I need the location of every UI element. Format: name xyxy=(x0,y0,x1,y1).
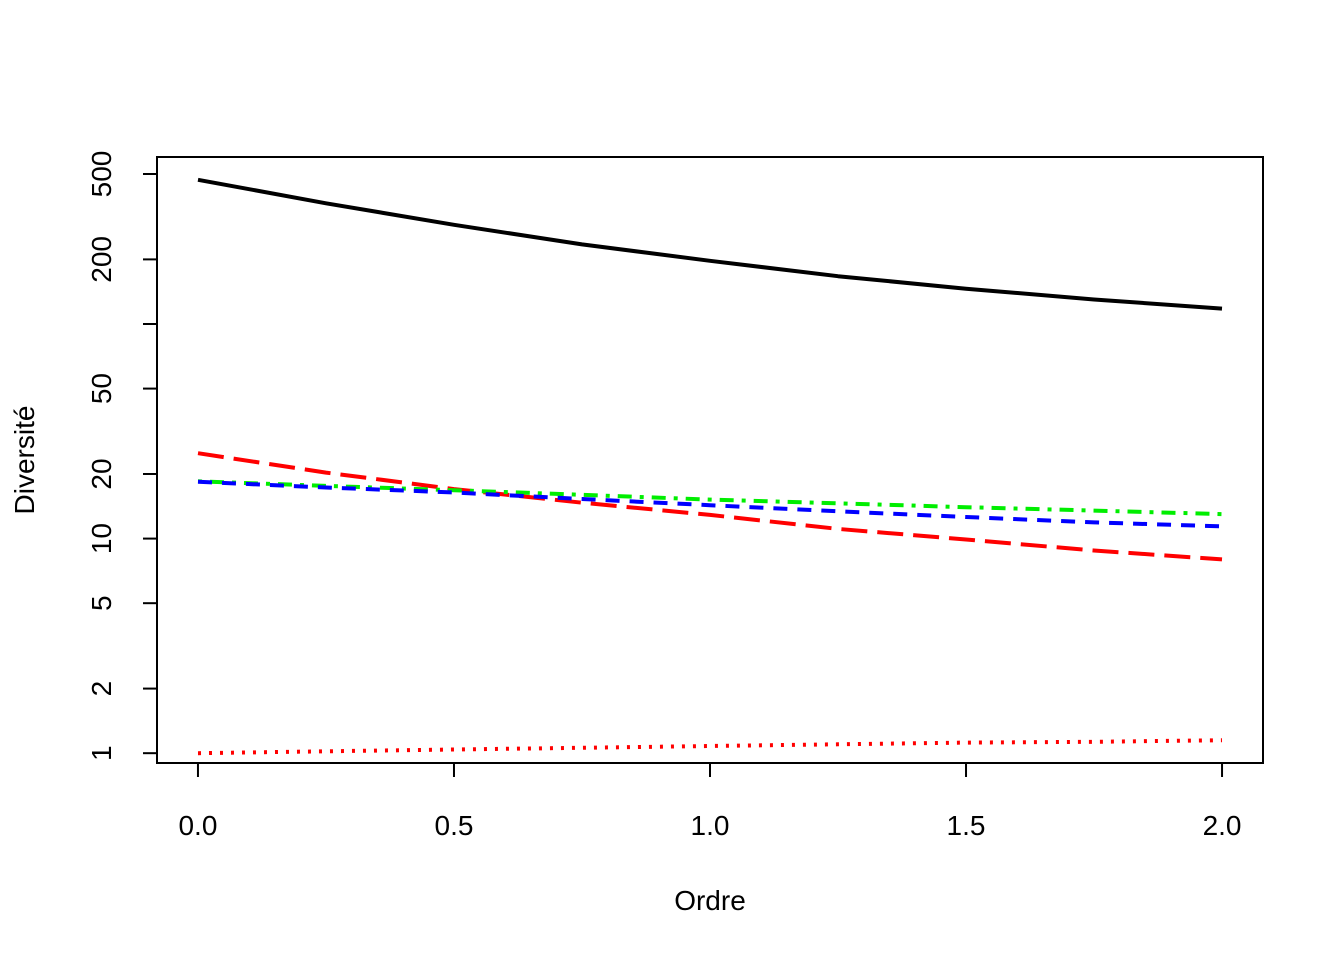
x-tick-label: 1.5 xyxy=(947,810,986,841)
x-tick-label: 0.5 xyxy=(435,810,474,841)
series-line-2 xyxy=(197,451,1223,562)
x-tick-label: 0.0 xyxy=(178,810,217,841)
y-axis-title: Diversité xyxy=(9,406,40,515)
y-tick-label: 200 xyxy=(86,236,117,283)
y-tick-label: 20 xyxy=(86,458,117,489)
plot-frame xyxy=(156,156,1264,764)
y-tick-label: 50 xyxy=(86,373,117,404)
y-tick-label: 1 xyxy=(86,745,117,761)
y-tick-label: 10 xyxy=(86,523,117,554)
series-line-4 xyxy=(197,479,1223,529)
y-axis: 1 2 5 10 20 50 200 500 xyxy=(86,151,158,761)
series-layer xyxy=(197,177,1223,756)
series-line-1 xyxy=(197,177,1223,311)
y-tick-label: 500 xyxy=(86,151,117,198)
y-tick-label: 2 xyxy=(86,681,117,697)
series-line-3 xyxy=(197,479,1223,517)
x-axis: 0.0 0.5 1.0 1.5 2.0 xyxy=(178,762,1242,841)
y-tick-label: 5 xyxy=(86,595,117,611)
x-tick-label: 2.0 xyxy=(1203,810,1242,841)
x-axis-title: Ordre xyxy=(674,885,746,916)
x-tick-label: 1.0 xyxy=(691,810,730,841)
series-line-5 xyxy=(197,738,1223,756)
